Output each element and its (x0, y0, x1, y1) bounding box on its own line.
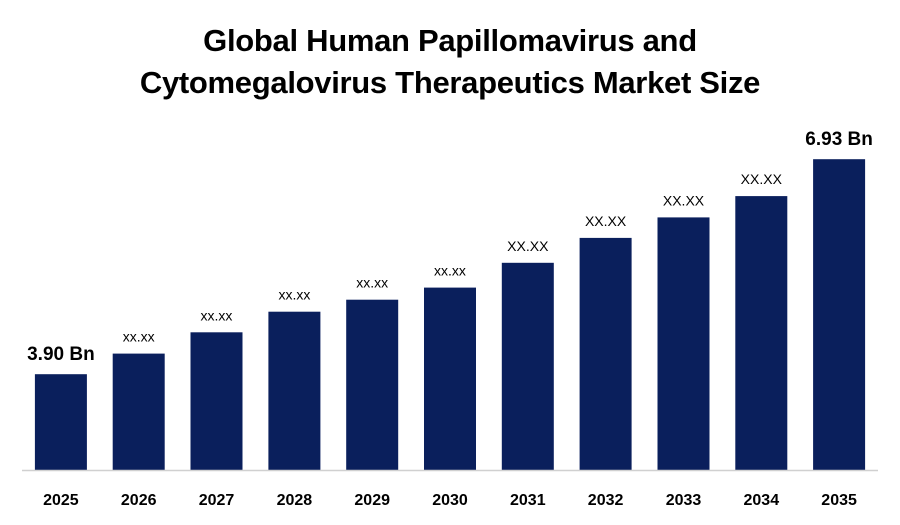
x-tick-label-2033: 2033 (666, 492, 702, 509)
x-tick-label-2029: 2029 (354, 492, 390, 509)
data-label-2025: 3.90 Bn (27, 344, 95, 365)
x-tick-label-2031: 2031 (510, 492, 546, 509)
data-labels-group: 3.90 Bn xx.xx xx.xx xx.xx xx.xx xx.xx XX.XX XX.… (27, 129, 873, 365)
x-tick-label-2034: 2034 (744, 492, 780, 509)
x-tick-label-2025: 2025 (43, 492, 79, 509)
bar-2031 (501, 262, 554, 470)
data-label-2034: XX.XX (741, 171, 783, 187)
bar-2032 (579, 237, 632, 470)
x-tick-labels-group: 2025 2026 2027 2028 2029 2030 2031 2032 2033 2034… (43, 492, 857, 509)
chart-title-line-1: Global Human Papillomavirus and (203, 23, 697, 58)
bar-2033 (657, 217, 710, 470)
data-label-2033: XX.XX (663, 192, 705, 208)
data-label-2035: 6.93 Bn (805, 129, 873, 150)
bar-2034 (735, 196, 788, 470)
bar-2029 (346, 299, 399, 470)
x-tick-label-2028: 2028 (277, 492, 313, 509)
bars-group (34, 159, 866, 470)
bar-2027 (190, 332, 243, 470)
chart-title: Global Human Papillomavirus and Cytomega… (0, 20, 900, 104)
bar-2030 (424, 287, 476, 470)
data-label-2027: xx.xx (201, 307, 233, 323)
x-tick-label-2030: 2030 (432, 492, 468, 509)
data-label-2026: xx.xx (123, 329, 155, 345)
bar-2025 (34, 374, 87, 470)
data-label-2028: xx.xx (278, 287, 310, 303)
x-tick-label-2026: 2026 (121, 492, 157, 509)
data-label-2032: XX.XX (585, 213, 627, 229)
chart-title-line-2: Cytomegalovirus Therapeutics Market Size (139, 65, 761, 100)
x-tick-label-2032: 2032 (588, 492, 624, 509)
x-tick-label-2027: 2027 (199, 492, 235, 509)
data-label-2031: XX.XX (507, 238, 549, 254)
bar-2028 (268, 311, 321, 470)
data-label-2029: xx.xx (356, 275, 388, 291)
data-label-2030: xx.xx (434, 263, 466, 279)
bar-2026 (112, 353, 165, 470)
x-tick-label-2035: 2035 (821, 492, 857, 509)
bar-2035 (813, 159, 866, 470)
